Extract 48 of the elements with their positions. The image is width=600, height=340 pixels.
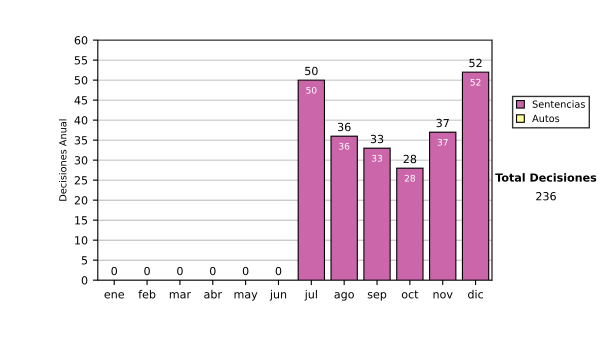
- y-tick-label: 30: [74, 156, 88, 165]
- total-label: 0: [210, 266, 216, 276]
- x-tick-label: jul: [304, 290, 317, 301]
- total-label: 0: [177, 266, 183, 276]
- x-tick-label: nov: [434, 292, 453, 298]
- x-tick-label: jun: [270, 290, 286, 301]
- y-axis-title: Decisiones Anual: [58, 119, 66, 201]
- x-tick-label: dic: [468, 290, 484, 298]
- text: 236: [536, 192, 556, 200]
- legend-label: Sentencias: [532, 100, 585, 108]
- x-tick-label: mar: [170, 292, 192, 298]
- y-tick-label: 15: [75, 216, 88, 225]
- total-label: 36: [338, 122, 351, 132]
- data-label: 50: [306, 86, 316, 94]
- y-tick-label: 50: [74, 76, 88, 85]
- data-label: 28: [404, 174, 415, 182]
- y-tick-label: 25: [74, 176, 88, 185]
- y-tick-label: 35: [74, 136, 88, 145]
- total-label: 33: [370, 134, 384, 144]
- data-label: 36: [339, 142, 350, 150]
- text: Total Decisiones: [495, 173, 596, 182]
- y-tick-label: 60: [74, 36, 88, 44]
- y-tick-label: 40: [74, 116, 88, 125]
- total-label: 0: [111, 266, 118, 276]
- x-tick-label: abr: [204, 290, 222, 298]
- total-label: 50: [305, 66, 318, 76]
- y-tick-label: 10: [75, 236, 88, 245]
- x-tick-label: oct: [402, 290, 418, 298]
- legend-label: Autos: [532, 114, 560, 122]
- total-label: 28: [404, 154, 416, 164]
- x-tick-label: sep: [368, 292, 386, 301]
- data-label: 33: [372, 154, 382, 162]
- y-tick-label: 5: [82, 256, 88, 265]
- total-label: 0: [144, 266, 150, 276]
- x-tick-label: may: [234, 292, 258, 301]
- y-tick-label: 45: [74, 96, 88, 105]
- x-tick-label: ene: [104, 292, 124, 298]
- y-tick-label: 55: [74, 56, 88, 65]
- total-label: 37: [436, 118, 449, 128]
- total-label: 0: [242, 266, 248, 276]
- total-label: 52: [469, 58, 482, 68]
- x-tick-label: feb: [138, 290, 156, 298]
- x-tick-label: ago: [334, 292, 354, 301]
- data-label: 52: [470, 78, 480, 86]
- y-tick-label: 0: [82, 276, 88, 285]
- data-label: 37: [438, 138, 448, 146]
- total-label: 0: [276, 266, 282, 276]
- y-tick-label: 20: [74, 196, 88, 205]
